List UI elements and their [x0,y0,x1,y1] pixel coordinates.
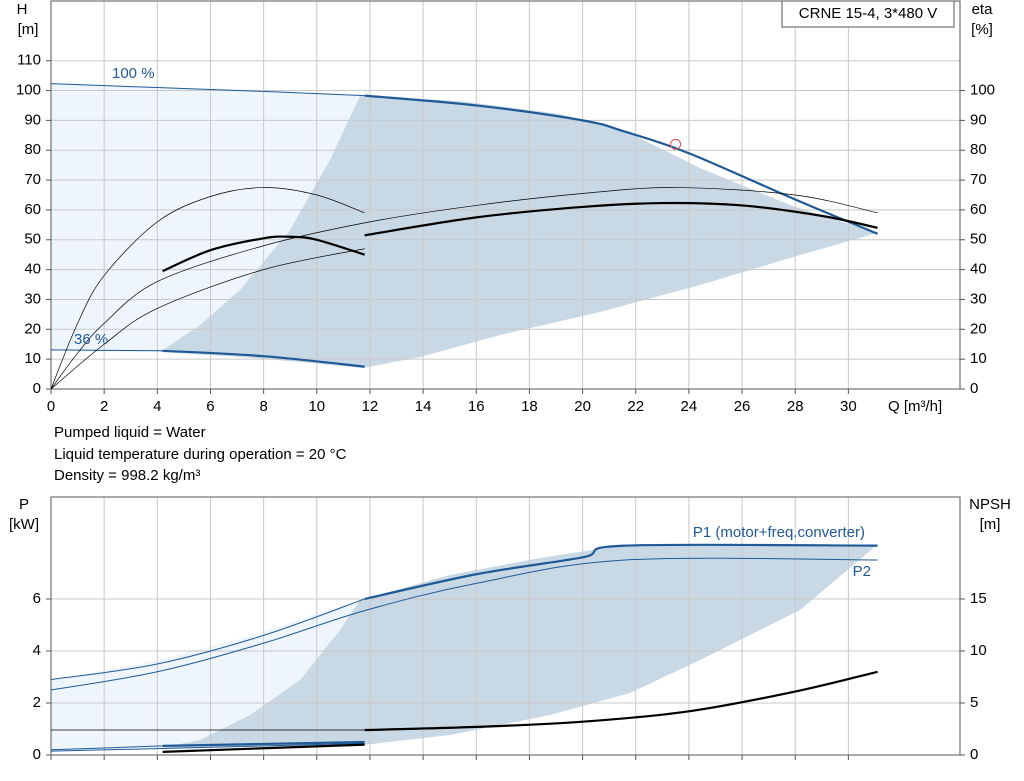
curve [50,83,365,97]
x-tick-label: 14 [415,398,432,415]
y-axis-label: P [19,496,29,513]
y-axis-label: H [17,1,28,18]
annotation: 36 % [74,331,108,348]
y-tick-label: 0 [33,380,41,397]
y2-tick-label: 70 [970,171,987,188]
y2-tick-label: 80 [970,141,987,158]
curve [364,670,878,732]
x-tick-label: 2 [100,398,108,415]
y-tick-label: 40 [24,261,41,278]
y-tick-label: 90 [24,111,41,128]
annotation: 100 % [112,65,155,82]
legend-box [781,0,955,28]
y2-tick-label: 0 [970,380,978,397]
range-area-dark [160,96,877,368]
y2-tick-label: 0 [970,746,978,763]
x-tick-label: 10 [308,398,325,415]
y2-tick-label: 30 [970,290,987,307]
plot-frame [50,0,961,390]
x-tick-label: 16 [468,398,485,415]
y-tick-label: 70 [24,171,41,188]
power-area-dark [160,545,877,748]
x-tick-label: 22 [627,398,644,415]
y2-axis-label: eta [972,1,994,18]
y-tick-label: 100 [16,82,41,99]
y2-tick-label: 15 [970,590,987,607]
curve [50,557,878,691]
x-tick-label: 20 [574,398,591,415]
curve [162,349,365,368]
curve [162,235,365,273]
y2-tick-label: 40 [970,261,987,278]
y2-tick-label: 100 [970,82,995,99]
curve [162,740,365,747]
y-axis-unit: [kW] [9,516,39,533]
curve [50,248,365,390]
y-tick-label: 10 [24,350,41,367]
x-tick-label: 6 [206,398,214,415]
x-tick-label: 8 [259,398,267,415]
y-axis-unit: [m] [18,21,39,38]
duty-point [670,138,682,150]
y-tick-label: 20 [24,320,41,337]
y-tick-label: 30 [24,290,41,307]
y-tick-label: 2 [33,694,41,711]
y2-tick-label: 10 [970,350,987,367]
y-tick-label: 6 [33,590,41,607]
curve [364,543,878,601]
note: Pumped liquid = Water [54,424,206,441]
x-tick-label: 0 [47,398,55,415]
x-tick-label: 30 [840,398,857,415]
y2-tick-label: 60 [970,201,987,218]
curve [50,742,365,752]
curve [50,187,365,390]
curve [50,745,163,751]
curve [50,187,878,390]
curve [50,349,163,352]
curve [50,598,365,681]
y2-tick-label: 20 [970,320,987,337]
note: Liquid temperature during operation = 20… [54,446,347,463]
y2-tick-label: 50 [970,231,987,248]
x-tick-label: 12 [362,398,379,415]
note: Density = 998.2 kg/m³ [54,467,200,484]
curve [162,743,365,753]
y2-tick-label: 10 [970,642,987,659]
curve [364,201,878,237]
x-tick-label: 28 [787,398,804,415]
legend-title: CRNE 15-4, 3*480 V [799,5,937,22]
annotation: P2 [853,563,871,580]
y-tick-label: 110 [17,52,41,69]
x-tick-label: 4 [153,398,161,415]
x-tick-label: 24 [681,398,698,415]
x-tick-label: 18 [521,398,538,415]
y-tick-label: 4 [33,642,41,659]
y-tick-label: 50 [24,231,41,248]
power-area-light [51,600,360,751]
x-axis-label: Q [m³/h] [888,398,942,415]
y-tick-label: 0 [33,746,41,763]
plot-frame [50,496,961,756]
curve [364,94,879,235]
y2-axis-label: NPSH [969,496,1011,513]
annotation: P1 (motor+freq.converter) [693,524,865,541]
x-tick-label: 26 [734,398,751,415]
y2-axis-unit: [m] [980,516,1001,533]
y-tick-label: 80 [24,141,41,158]
y2-tick-label: 5 [970,694,978,711]
y2-tick-label: 90 [970,111,987,128]
y2-axis-unit: [%] [971,21,993,38]
y-tick-label: 60 [24,201,41,218]
